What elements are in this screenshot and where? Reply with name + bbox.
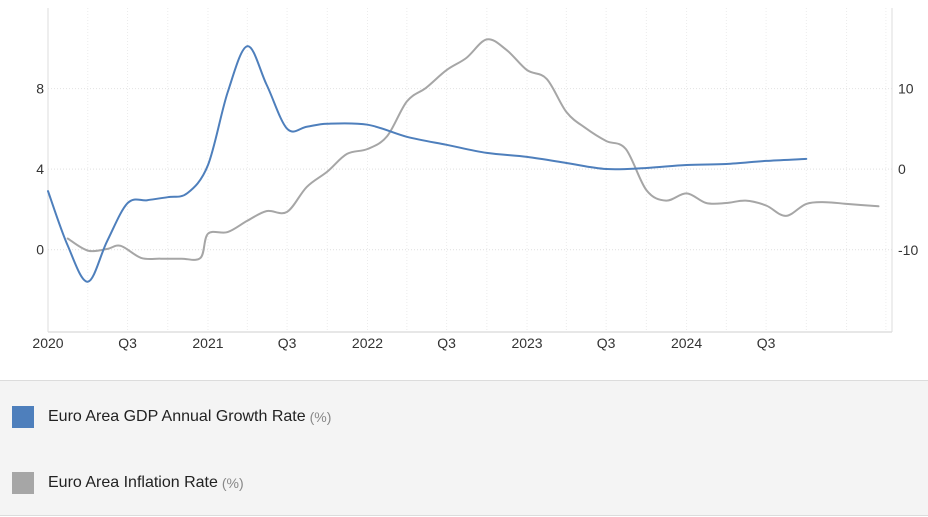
x-tick-label: Q3 bbox=[118, 335, 137, 351]
legend-unit-gdp: (%) bbox=[309, 409, 332, 425]
y-right-tick-label: -10 bbox=[898, 242, 918, 258]
vertical-gridlines bbox=[47, 8, 887, 332]
series-layer bbox=[47, 38, 880, 283]
line-chart: 2020 Q3 2021 Q3 2022 Q3 2023 Q3 2024 Q3 0 4 8 -10 0 10 bbox=[32, 8, 918, 351]
x-tick-label: Q3 bbox=[597, 335, 616, 351]
y-left-tick-label: 4 bbox=[36, 161, 44, 177]
x-tick-label: 2021 bbox=[192, 335, 223, 351]
legend-swatch-inflation bbox=[12, 472, 34, 494]
y-right-tick-label: 0 bbox=[898, 161, 906, 177]
legend-label-inflation: Euro Area Inflation Rate bbox=[48, 474, 218, 491]
legend-swatch-gdp bbox=[12, 406, 34, 428]
series-line-inflation bbox=[66, 38, 880, 261]
x-tick-label: 2024 bbox=[671, 335, 702, 351]
x-tick-label: Q3 bbox=[757, 335, 776, 351]
x-tick-label: 2023 bbox=[511, 335, 542, 351]
series-line-gdp-growth bbox=[47, 45, 808, 283]
y-left-tick-label: 8 bbox=[36, 80, 44, 96]
legend: Euro Area GDP Annual Growth Rate (%) Eur… bbox=[0, 380, 928, 516]
x-tick-label: 2020 bbox=[32, 335, 63, 351]
y-left-tick-label: 0 bbox=[36, 241, 44, 257]
legend-label-gdp: Euro Area GDP Annual Growth Rate bbox=[48, 408, 306, 425]
legend-unit-inflation: (%) bbox=[221, 475, 244, 491]
tick-labels: 2020 Q3 2021 Q3 2022 Q3 2023 Q3 2024 Q3 0 4 8 -10 0 10 bbox=[32, 80, 918, 351]
axes bbox=[47, 8, 893, 333]
horizontal-gridlines bbox=[48, 87, 892, 251]
x-tick-label: Q3 bbox=[437, 335, 456, 351]
x-tick-label: Q3 bbox=[278, 335, 297, 351]
legend-item-gdp[interactable]: Euro Area GDP Annual Growth Rate (%) bbox=[12, 405, 331, 429]
x-tick-label: 2022 bbox=[352, 335, 383, 351]
legend-item-inflation[interactable]: Euro Area Inflation Rate (%) bbox=[12, 471, 244, 495]
y-right-tick-label: 10 bbox=[898, 81, 914, 97]
